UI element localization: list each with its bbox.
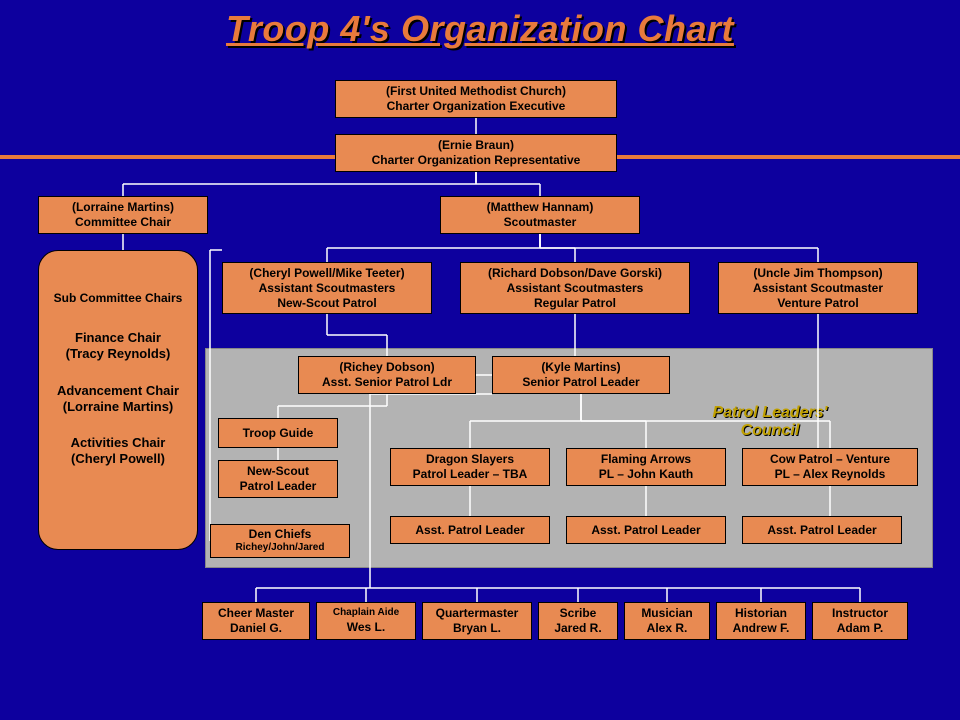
node-line: Flaming Arrows: [601, 452, 691, 467]
node-line: Committee Chair: [75, 215, 171, 230]
node-musician: MusicianAlex R.: [624, 602, 710, 640]
node-line: (Ernie Braun): [438, 138, 514, 153]
node-line: Richey/John/Jared: [236, 542, 325, 555]
node-scoutmaster: (Matthew Hannam)Scoutmaster: [440, 196, 640, 234]
node-line: Asst. Senior Patrol Ldr: [322, 375, 452, 390]
node-line: Wes L.: [347, 620, 385, 635]
node-line: Senior Patrol Leader: [522, 375, 639, 390]
node-subcommittee: Sub Committee Chairs Finance Chair(Tracy …: [38, 250, 198, 550]
node-line: Assistant Scoutmasters: [507, 281, 644, 296]
node-line: PL – John Kauth: [599, 467, 693, 482]
node-line: Dragon Slayers: [426, 452, 514, 467]
node-apl2: Asst. Patrol Leader: [566, 516, 726, 544]
node-line: Historian: [735, 606, 787, 621]
node-line: (Lorraine Martins): [72, 200, 174, 215]
node-apl1: Asst. Patrol Leader: [390, 516, 550, 544]
subcommittee-entry: Advancement Chair(Lorraine Martins): [57, 383, 179, 416]
node-quartermaster: QuartermasterBryan L.: [422, 602, 532, 640]
node-asst_spl: (Richey Dobson)Asst. Senior Patrol Ldr: [298, 356, 476, 394]
plc-label-line2: Council: [680, 422, 860, 440]
subcommittee-entry: Finance Chair(Tracy Reynolds): [66, 330, 171, 363]
node-line: New-Scout Patrol: [277, 296, 376, 311]
node-line: Cow Patrol – Venture: [770, 452, 890, 467]
node-line: Asst. Patrol Leader: [767, 523, 876, 538]
node-line: Assistant Scoutmasters: [259, 281, 396, 296]
node-chaplain: Chaplain AideWes L.: [316, 602, 416, 640]
node-instructor: InstructorAdam P.: [812, 602, 908, 640]
node-apl3: Asst. Patrol Leader: [742, 516, 902, 544]
node-line: Adam P.: [837, 621, 883, 636]
node-dragon: Dragon SlayersPatrol Leader – TBA: [390, 448, 550, 486]
node-line: Cheer Master: [218, 606, 294, 621]
node-newscout_pl: New-ScoutPatrol Leader: [218, 460, 338, 498]
node-line: (Richey Dobson): [339, 360, 434, 375]
node-line: (Matthew Hannam): [487, 200, 594, 215]
node-cow: Cow Patrol – VenturePL – Alex Reynolds: [742, 448, 918, 486]
node-line: Charter Organization Executive: [387, 99, 566, 114]
org-chart: Patrol Leaders' Council (First United Me…: [0, 0, 960, 720]
node-line: Scribe: [560, 606, 597, 621]
node-line: Bryan L.: [453, 621, 501, 636]
node-spl: (Kyle Martins)Senior Patrol Leader: [492, 356, 670, 394]
node-historian: HistorianAndrew F.: [716, 602, 806, 640]
subcommittee-heading: Sub Committee Chairs: [54, 291, 183, 306]
node-troop_guide: Troop Guide: [218, 418, 338, 448]
node-line: Instructor: [832, 606, 888, 621]
node-line: Asst. Patrol Leader: [591, 523, 700, 538]
node-charter_rep: (Ernie Braun)Charter Organization Repres…: [335, 134, 617, 172]
node-line: Patrol Leader: [240, 479, 317, 494]
node-line: (Richard Dobson/Dave Gorski): [488, 266, 662, 281]
node-line: (Uncle Jim Thompson): [753, 266, 882, 281]
node-line: Alex R.: [647, 621, 688, 636]
node-line: (First United Methodist Church): [386, 84, 566, 99]
node-line: Den Chiefs: [249, 527, 312, 542]
node-den_chiefs: Den ChiefsRichey/John/Jared: [210, 524, 350, 558]
node-asm_regular: (Richard Dobson/Dave Gorski)Assistant Sc…: [460, 262, 690, 314]
node-line: Jared R.: [554, 621, 601, 636]
node-line: Daniel G.: [230, 621, 282, 636]
node-flaming: Flaming ArrowsPL – John Kauth: [566, 448, 726, 486]
node-committee: (Lorraine Martins)Committee Chair: [38, 196, 208, 234]
node-line: Asst. Patrol Leader: [415, 523, 524, 538]
node-cheer: Cheer MasterDaniel G.: [202, 602, 310, 640]
node-asm_newscout: (Cheryl Powell/Mike Teeter)Assistant Sco…: [222, 262, 432, 314]
node-line: Regular Patrol: [534, 296, 616, 311]
node-line: Troop Guide: [243, 426, 314, 441]
plc-label: Patrol Leaders' Council: [680, 404, 860, 439]
node-charter_exec: (First United Methodist Church)Charter O…: [335, 80, 617, 118]
node-line: New-Scout: [247, 464, 309, 479]
node-line: Assistant Scoutmaster: [753, 281, 883, 296]
node-line: Andrew F.: [733, 621, 790, 636]
node-line: Charter Organization Representative: [372, 153, 581, 168]
node-line: Musician: [641, 606, 692, 621]
node-line: (Cheryl Powell/Mike Teeter): [249, 266, 404, 281]
subcommittee-entry: Activities Chair(Cheryl Powell): [71, 435, 166, 468]
node-asm_venture: (Uncle Jim Thompson)Assistant Scoutmaste…: [718, 262, 918, 314]
node-line: PL – Alex Reynolds: [775, 467, 886, 482]
node-line: Patrol Leader – TBA: [413, 467, 528, 482]
plc-label-line1: Patrol Leaders': [680, 404, 860, 422]
node-line: Scoutmaster: [504, 215, 577, 230]
node-line: Quartermaster: [436, 606, 519, 621]
node-line: Chaplain Aide: [333, 607, 399, 620]
node-scribe: ScribeJared R.: [538, 602, 618, 640]
node-line: Venture Patrol: [777, 296, 858, 311]
node-line: (Kyle Martins): [541, 360, 620, 375]
